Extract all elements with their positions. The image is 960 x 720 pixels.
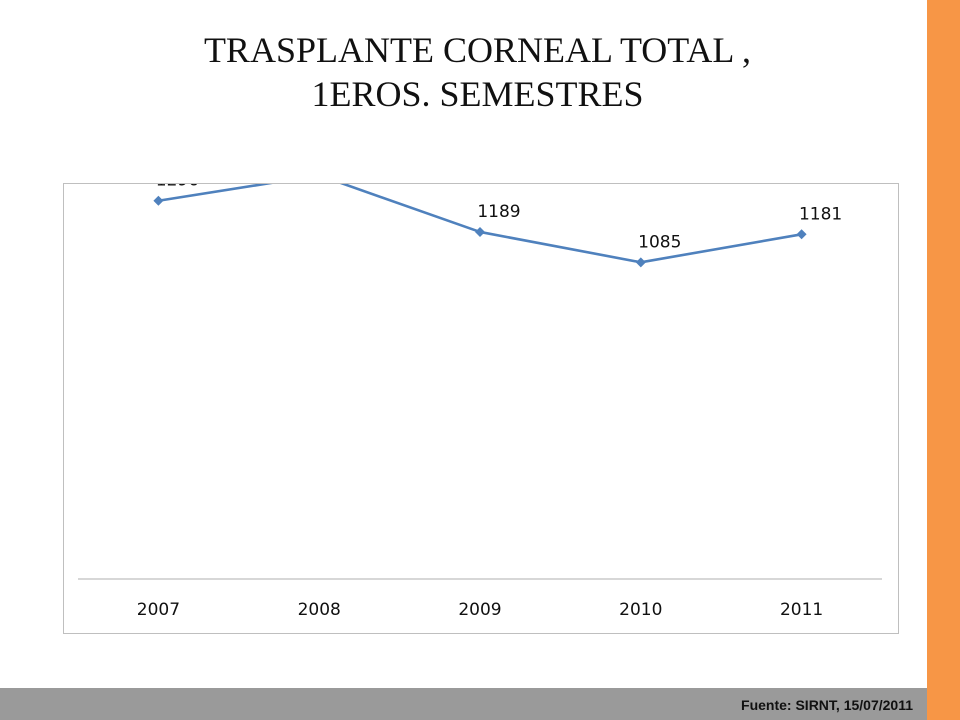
data-label: 1189 [477,202,520,222]
orange-accent-bar [927,0,960,720]
data-label: 1296 [156,184,199,191]
x-tick-label: 2009 [458,600,501,620]
x-tick-label: 2010 [619,600,662,620]
x-tick-label: 2008 [298,600,341,620]
data-point-marker [635,257,646,268]
x-tick-label: 2011 [780,600,823,620]
data-point-marker [475,226,485,237]
data-label: 1085 [638,232,681,252]
footer-bar: Fuente: SIRNT, 15/07/2011 [0,688,927,720]
data-point-marker [796,229,807,240]
slide-title-line-1: TRASPLANTE CORNEAL TOTAL , [203,30,752,70]
slide-title: TRASPLANTE CORNEAL TOTAL , 1EROS. SEMEST… [0,28,955,116]
line-chart: 2007200820092010201112961383118910851181 [78,184,882,620]
chart-frame: 2007200820092010201112961383118910851181 [63,183,899,634]
series-line [158,184,802,264]
slide-title-line-2: 1EROS. SEMESTRES [311,74,644,114]
source-note: Fuente: SIRNT, 15/07/2011 [741,697,913,713]
data-label: 1181 [799,204,842,224]
x-tick-label: 2007 [137,600,180,620]
data-point-marker [153,195,164,206]
